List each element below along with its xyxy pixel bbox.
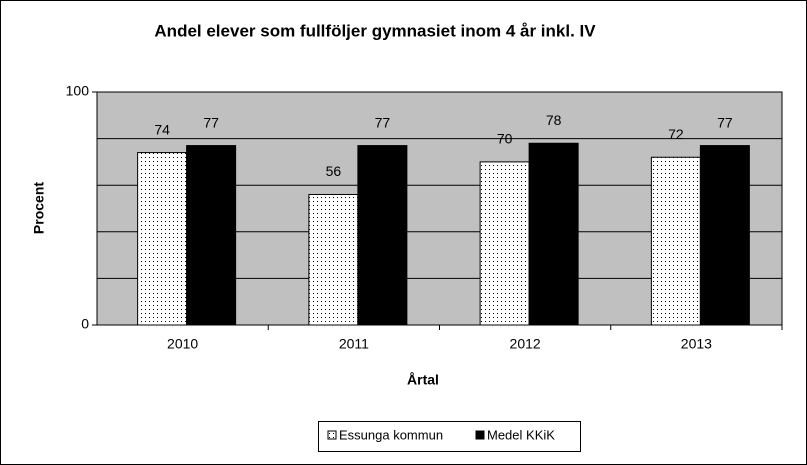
bar — [137, 152, 188, 326]
bar — [357, 145, 408, 326]
value-label: 72 — [668, 126, 684, 142]
bar — [186, 145, 237, 326]
bar — [479, 161, 530, 326]
value-label: 77 — [375, 114, 391, 130]
x-axis-label: Årtal — [407, 372, 439, 388]
chart-title: Andel elever som fullföljer gymnasiet in… — [154, 21, 596, 40]
value-label: 74 — [154, 121, 170, 137]
value-label: 56 — [326, 163, 342, 179]
legend-box — [318, 421, 581, 452]
legend-label: Medel KKiK — [487, 427, 555, 442]
bar — [308, 194, 359, 326]
y-tick-label: 0 — [81, 316, 89, 332]
legend-swatch — [475, 430, 485, 440]
value-label: 77 — [717, 114, 733, 130]
x-tick-label: 2013 — [681, 336, 712, 352]
x-tick-label: 2010 — [167, 336, 198, 352]
legend-label: Essunga kommun — [339, 427, 443, 442]
bar — [528, 142, 579, 326]
value-label: 78 — [546, 112, 562, 128]
legend-swatch — [327, 430, 337, 440]
value-label: 70 — [497, 131, 513, 147]
value-label: 77 — [203, 114, 219, 130]
bar — [650, 156, 701, 326]
bar — [699, 145, 750, 326]
x-tick-label: 2011 — [339, 336, 369, 352]
y-axis-label: Procent — [31, 182, 47, 234]
x-tick-label: 2012 — [510, 336, 541, 352]
y-tick-label: 100 — [66, 83, 90, 99]
